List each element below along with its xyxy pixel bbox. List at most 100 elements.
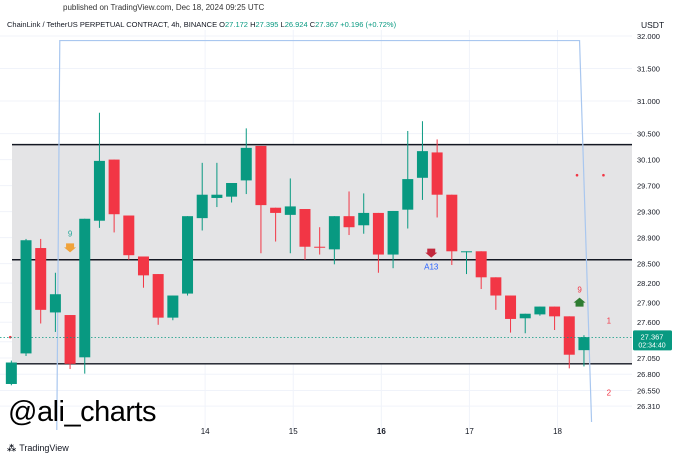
price-tag-box — [633, 330, 672, 351]
candle-body-12 — [182, 216, 194, 294]
candle-17 — [255, 145, 267, 254]
candle-body-10 — [152, 274, 164, 318]
candle-10 — [152, 274, 164, 325]
candle-32 — [475, 251, 487, 290]
candle-1 — [20, 238, 32, 357]
symbol-legend: ChainLink / TetherUS PERPETUAL CONTRACT,… — [7, 20, 396, 29]
x-tick-label-0: 14 — [201, 427, 210, 436]
high-label: H — [250, 20, 256, 29]
y-tick-label-11: 27.600 — [637, 318, 660, 327]
candle-body-34 — [505, 295, 517, 319]
candle-body-21 — [314, 246, 326, 248]
signal-dot-2 — [602, 173, 605, 177]
frame-line-path — [56, 39, 593, 431]
y-tick-label-16: 26.310 — [637, 402, 660, 411]
candle-23 — [343, 191, 355, 236]
annotations: 9 A13 9 1 2 — [0, 173, 632, 398]
annotation-label-2: 9 — [577, 285, 582, 294]
candle-5 — [79, 218, 91, 374]
arrow-marker-0 — [64, 243, 77, 253]
range-zone — [12, 143, 632, 365]
candles — [5, 112, 590, 386]
candle-9 — [137, 256, 149, 288]
low-label: L — [280, 20, 285, 29]
candle-body-4 — [64, 315, 76, 364]
close-label: C — [309, 20, 316, 29]
watermark-handle: @ali_charts — [8, 396, 157, 428]
candle-0 — [5, 360, 17, 386]
candle-33 — [490, 277, 502, 310]
y-tick-label-10: 27.900 — [637, 299, 660, 308]
candle-15 — [226, 182, 238, 203]
candle-11 — [167, 295, 179, 321]
candle-body-7 — [108, 159, 120, 215]
candle-31 — [460, 251, 472, 275]
y-tick-label-1: 31.500 — [637, 65, 660, 74]
y-tick-label-13: 27.050 — [637, 354, 660, 363]
y-tick-label-2: 31.000 — [637, 97, 660, 106]
range-zone-fill — [12, 144, 632, 364]
candle-34 — [505, 295, 517, 333]
candle-body-38 — [563, 316, 575, 355]
candle-20 — [299, 209, 311, 260]
currency-label[interactable]: USDT — [641, 20, 665, 30]
open-value: 27.172 — [225, 20, 248, 29]
candle-2 — [35, 238, 47, 324]
signal-dot-0 — [8, 335, 12, 339]
candle-30 — [446, 194, 458, 265]
candle-36 — [534, 306, 546, 316]
candle-body-32 — [475, 251, 487, 278]
close-value: 27.367 — [315, 20, 339, 29]
frame-line — [56, 39, 593, 431]
y-tick-label-9: 28.200 — [637, 279, 660, 288]
low-value: 26.924 — [284, 20, 308, 29]
x-tick-label-2: 16 — [377, 427, 386, 436]
candle-body-20 — [299, 209, 311, 247]
candle-body-39 — [578, 337, 590, 351]
candle-25 — [372, 212, 384, 273]
candle-body-18 — [270, 207, 282, 213]
candle-body-29 — [431, 152, 443, 195]
y-tick-label-14: 26.800 — [637, 370, 660, 379]
price-tag-price: 27.367 — [641, 332, 664, 341]
candle-19 — [284, 178, 296, 254]
candle-body-17 — [255, 145, 267, 206]
candle-body-8 — [123, 215, 135, 256]
x-tick-label-4: 18 — [553, 427, 562, 436]
candle-body-11 — [167, 295, 179, 318]
tv-logo-text: TradingView — [19, 443, 69, 453]
tradingview-logo: ⁂ TradingView — [7, 443, 69, 454]
time-axis: 14 15 16 17 18 — [201, 427, 563, 436]
arrow-marker-1 — [425, 248, 438, 258]
annotation-label-0: 9 — [68, 229, 73, 238]
candle-6 — [93, 112, 105, 228]
price-tag-countdown: 02:34:40 — [638, 342, 665, 349]
candle-body-13 — [196, 194, 208, 219]
symbol-name: ChainLink / TetherUS PERPETUAL CONTRACT,… — [7, 20, 218, 29]
candle-14 — [211, 162, 223, 208]
candle-12 — [182, 216, 194, 296]
candle-body-3 — [49, 294, 61, 313]
candle-28 — [416, 121, 428, 200]
candle-body-27 — [402, 179, 414, 210]
candle-body-16 — [240, 147, 252, 181]
y-tick-label-0: 32.000 — [637, 32, 660, 41]
y-tick-label-7: 28.900 — [637, 234, 660, 243]
candle-body-30 — [446, 194, 458, 252]
y-tick-label-15: 26.550 — [637, 386, 660, 395]
y-tick-label-6: 29.300 — [637, 208, 660, 217]
candle-21 — [314, 227, 326, 255]
candle-body-22 — [328, 216, 340, 250]
change-value: +0.196 (+0.72%) — [340, 20, 397, 29]
candle-body-15 — [226, 182, 238, 197]
candle-body-5 — [79, 218, 91, 358]
high-value: 27.395 — [255, 20, 279, 29]
candle-7 — [108, 159, 120, 233]
y-tick-label-8: 28.500 — [637, 260, 660, 269]
candle-body-6 — [93, 160, 105, 221]
y-tick-label-3: 30.500 — [637, 130, 660, 139]
candle-29 — [431, 139, 443, 218]
candle-13 — [196, 162, 208, 231]
